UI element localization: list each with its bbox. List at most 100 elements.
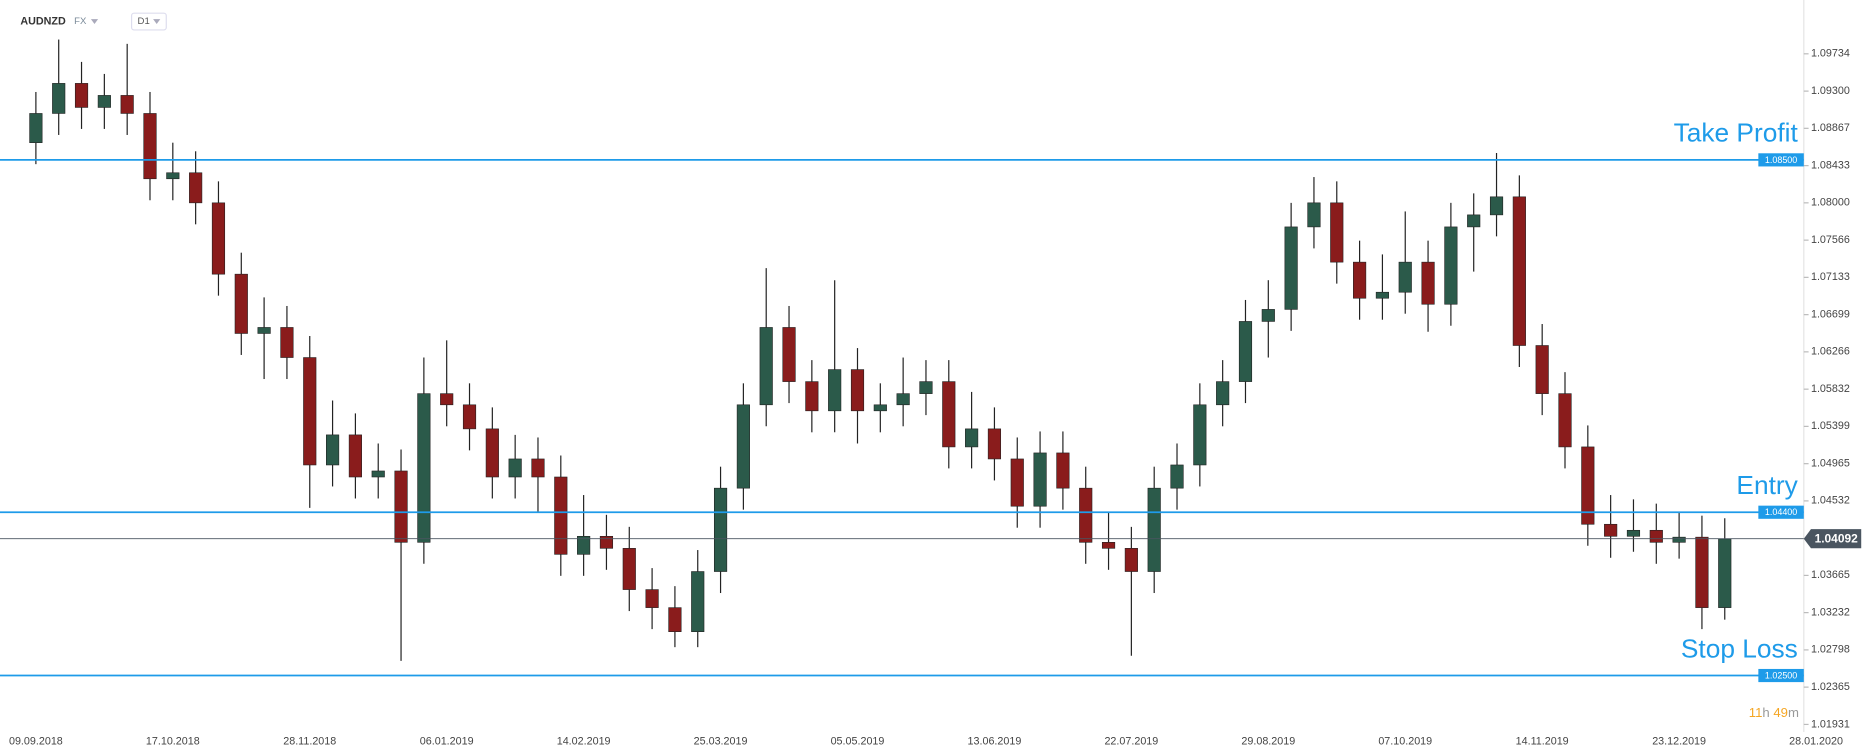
level-name: Take Profit	[1674, 118, 1799, 148]
interval[interactable]: D1	[138, 16, 150, 27]
candle-body	[1512, 196, 1526, 346]
level-value-label: 1.02500	[1765, 670, 1797, 680]
candle-body	[508, 458, 522, 478]
candle-body	[645, 589, 659, 608]
countdown-minutes: 49	[1773, 706, 1788, 721]
candle-body	[417, 393, 431, 543]
level-value-label: 1.08500	[1765, 155, 1797, 165]
candle-body	[782, 327, 796, 382]
x-tick-label: 17.10.2018	[146, 735, 200, 747]
x-tick-label: 05.05.2019	[831, 735, 885, 747]
candle-body	[257, 327, 271, 334]
candle-body	[1398, 261, 1412, 293]
x-tick-label: 28.11.2018	[283, 735, 336, 747]
candle-body	[74, 83, 89, 108]
y-tick-label: 1.06699	[1811, 308, 1850, 320]
y-tick-label: 1.08433	[1811, 159, 1850, 171]
candle-body	[303, 357, 317, 466]
market[interactable]: FX	[74, 16, 87, 27]
candle-body	[919, 381, 933, 394]
x-tick-label: 13.06.2019	[968, 735, 1022, 747]
dropdown-arrow[interactable]	[90, 19, 99, 24]
candle-body	[1558, 393, 1572, 448]
y-tick-label: 1.09734	[1811, 48, 1850, 60]
candle-body	[189, 172, 203, 204]
level-value-box	[1758, 153, 1804, 167]
candle-body	[52, 83, 66, 114]
candle-body	[29, 113, 43, 143]
candle-body	[1626, 529, 1641, 537]
candle-body	[1170, 464, 1184, 489]
candle-body	[348, 434, 362, 478]
x-tick-label: 29.08.2019	[1241, 735, 1295, 747]
x-tick-label: 14.11.2019	[1516, 735, 1569, 747]
candle-body	[987, 428, 1002, 460]
candle-body	[805, 381, 819, 412]
x-tick-label: 06.01.2019	[420, 735, 474, 747]
candle-body	[462, 404, 477, 430]
candle-body	[1489, 196, 1504, 216]
candle-body	[143, 113, 157, 180]
candle-body	[1238, 321, 1253, 382]
candle-body	[1216, 381, 1230, 406]
candle-body	[1535, 345, 1549, 394]
x-tick-label: 25.03.2019	[694, 735, 748, 747]
candle-body	[1330, 202, 1344, 263]
countdown-unit: h	[1762, 706, 1769, 721]
dropdown-arrow[interactable]	[153, 19, 161, 24]
candle-body	[873, 404, 887, 412]
candle-body	[1444, 226, 1458, 305]
level-name: Stop Loss	[1681, 633, 1798, 663]
candle-body	[668, 607, 682, 632]
candle-body	[440, 393, 454, 406]
candle-body	[1581, 446, 1595, 525]
candle-body	[234, 273, 248, 334]
level-value-box	[1758, 668, 1804, 683]
last-price-box	[1803, 529, 1862, 549]
y-tick-label: 1.04965	[1811, 458, 1850, 470]
candle-body	[1672, 536, 1686, 543]
candle-body	[1604, 523, 1618, 537]
y-tick-label: 1.06266	[1811, 346, 1850, 358]
candle-body	[531, 458, 545, 478]
candle-body	[120, 95, 134, 114]
candle-body	[1147, 487, 1161, 572]
x-tick-label: 28.01.2020	[1789, 735, 1843, 747]
countdown: 11h 49m	[1749, 706, 1799, 721]
candle-body	[1193, 404, 1207, 466]
y-tick-label: 1.03232	[1811, 606, 1850, 618]
candle-body	[1079, 487, 1093, 543]
y-tick-label: 1.07566	[1811, 234, 1850, 246]
candle-body	[554, 476, 568, 555]
candle-body	[965, 428, 979, 448]
candle-body	[1261, 309, 1275, 322]
x-tick-label: 09.09.2018	[9, 735, 63, 747]
candle-body	[713, 487, 728, 572]
y-tick-label: 1.02798	[1811, 644, 1850, 656]
y-tick-label: 1.09300	[1811, 85, 1850, 97]
y-tick-label: 1.03665	[1811, 569, 1850, 581]
candle-body	[280, 327, 294, 358]
candle-body	[1101, 542, 1116, 549]
y-tick-label: 1.08867	[1811, 122, 1850, 134]
candle-body	[211, 202, 226, 275]
countdown-hours: 11	[1749, 706, 1763, 721]
y-tick-label: 1.02365	[1811, 681, 1850, 693]
interval-box[interactable]	[130, 12, 167, 31]
candle-body	[1124, 548, 1138, 572]
level-value-box	[1758, 505, 1804, 519]
x-tick-label: 22.07.2019	[1104, 735, 1158, 747]
symbol[interactable]: AUDNZD	[20, 15, 66, 27]
last-price-label: 1.04092	[1815, 531, 1859, 545]
candle-body	[1649, 529, 1663, 543]
candle-body	[326, 434, 340, 466]
candle-body	[166, 172, 180, 180]
candle-body	[1421, 261, 1435, 305]
candle-body	[599, 535, 614, 549]
candle-body	[1375, 291, 1389, 299]
y-tick-label: 1.05832	[1811, 383, 1850, 395]
candle-body	[371, 470, 385, 478]
